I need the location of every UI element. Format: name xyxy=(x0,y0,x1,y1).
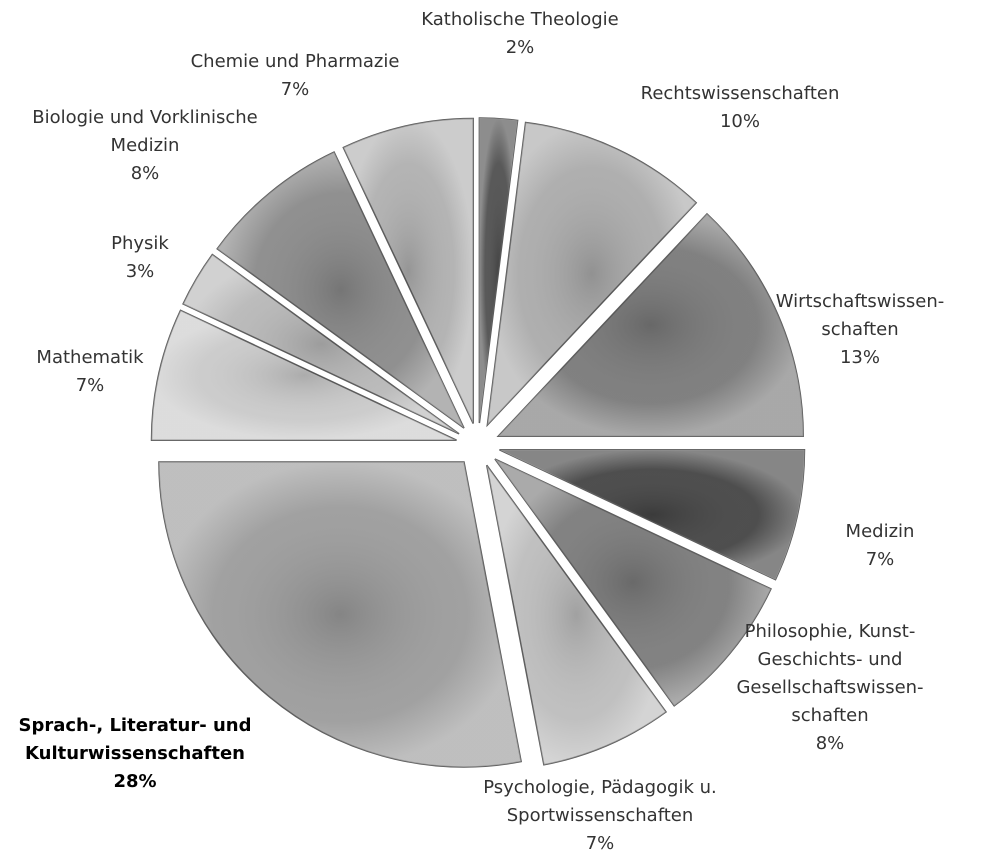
value-label: 2% xyxy=(505,37,535,58)
slice-label: Mathematik 7% xyxy=(36,344,143,400)
slice-shading xyxy=(487,122,697,426)
value-label: 7% xyxy=(280,79,310,100)
category-label: Psychologie, Pädagogik u. Sportwissensch… xyxy=(483,777,717,826)
category-label: Mathematik xyxy=(36,347,144,368)
value-label: 7% xyxy=(585,833,615,854)
value-label: 7% xyxy=(865,549,895,570)
slice-shading xyxy=(498,213,804,437)
category-label: Katholische Theologie xyxy=(421,9,619,30)
slice-label: Biologie und Vorklinische Medizin 8% xyxy=(32,104,257,188)
value-label: 28% xyxy=(113,771,157,792)
slice-shading xyxy=(343,118,474,424)
value-label: 8% xyxy=(815,733,845,754)
category-label: Sprach-, Literatur- und Kulturwissenscha… xyxy=(18,715,252,764)
slice-label: Philosophie, Kunst- Geschichts- und Gese… xyxy=(736,618,923,758)
slice-shading xyxy=(479,118,518,424)
slice-shading xyxy=(151,310,457,441)
slice-label: Psychologie, Pädagogik u. Sportwissensch… xyxy=(483,774,717,858)
category-label: Chemie und Pharmazie xyxy=(190,51,400,72)
category-label: Biologie und Vorklinische Medizin xyxy=(32,107,258,156)
slice-label: Physik 3% xyxy=(111,230,169,286)
value-label: 10% xyxy=(719,111,760,132)
value-label: 3% xyxy=(125,261,155,282)
slice-label: Sprach-, Literatur- und Kulturwissenscha… xyxy=(19,712,252,796)
slice-shading xyxy=(158,461,522,767)
category-label: Rechtswissenschaften xyxy=(640,83,840,104)
slice-label: Wirtschaftswissen- schaften 13% xyxy=(776,288,945,372)
category-label: Wirtschaftswissen- schaften xyxy=(775,291,945,340)
category-label: Physik xyxy=(111,233,169,254)
category-label: Philosophie, Kunst- Geschichts- und Gese… xyxy=(736,621,924,726)
value-label: 8% xyxy=(130,163,160,184)
slice-label: Katholische Theologie 2% xyxy=(421,6,618,62)
value-label: 7% xyxy=(75,375,105,396)
slice-shading xyxy=(494,459,771,706)
slice-shading xyxy=(183,254,460,434)
slice-label: Chemie und Pharmazie 7% xyxy=(191,48,400,104)
slice-label: Medizin 7% xyxy=(846,518,915,574)
value-label: 13% xyxy=(839,347,880,368)
slice-shading xyxy=(486,465,667,765)
slice-label: Rechtswissenschaften 10% xyxy=(641,80,840,136)
slice-shading xyxy=(217,152,464,429)
category-label: Medizin xyxy=(845,521,915,542)
slice-shading xyxy=(499,449,805,580)
